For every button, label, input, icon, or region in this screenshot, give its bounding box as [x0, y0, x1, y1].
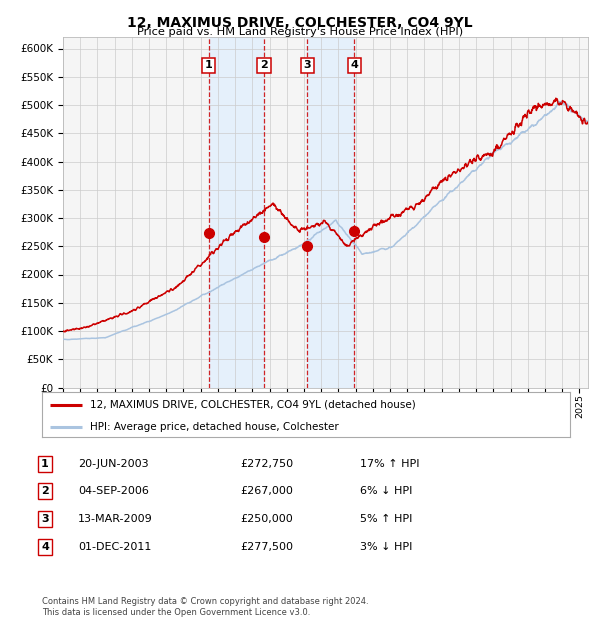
Text: 12, MAXIMUS DRIVE, COLCHESTER, CO4 9YL (detached house): 12, MAXIMUS DRIVE, COLCHESTER, CO4 9YL (…: [89, 399, 415, 410]
Text: £250,000: £250,000: [240, 514, 293, 524]
Text: Price paid vs. HM Land Registry's House Price Index (HPI): Price paid vs. HM Land Registry's House …: [137, 27, 463, 37]
Text: 3: 3: [304, 61, 311, 71]
Text: 04-SEP-2006: 04-SEP-2006: [78, 486, 149, 496]
Text: 2: 2: [260, 61, 268, 71]
Text: 4: 4: [350, 61, 358, 71]
Text: 1: 1: [205, 61, 212, 71]
Text: 6% ↓ HPI: 6% ↓ HPI: [360, 486, 412, 496]
Text: 1: 1: [41, 459, 49, 469]
Text: 2: 2: [41, 486, 49, 496]
Text: 17% ↑ HPI: 17% ↑ HPI: [360, 459, 419, 469]
Text: £267,000: £267,000: [240, 486, 293, 496]
Text: Contains HM Land Registry data © Crown copyright and database right 2024.
This d: Contains HM Land Registry data © Crown c…: [42, 598, 368, 617]
Text: HPI: Average price, detached house, Colchester: HPI: Average price, detached house, Colc…: [89, 422, 338, 432]
Text: 3% ↓ HPI: 3% ↓ HPI: [360, 542, 412, 552]
Text: 13-MAR-2009: 13-MAR-2009: [78, 514, 153, 524]
Text: 20-JUN-2003: 20-JUN-2003: [78, 459, 149, 469]
Text: 4: 4: [41, 542, 49, 552]
Bar: [307, 37, 354, 387]
Text: 01-DEC-2011: 01-DEC-2011: [78, 542, 151, 552]
Text: 3: 3: [41, 514, 49, 524]
Bar: [209, 37, 264, 387]
Text: £272,750: £272,750: [240, 459, 293, 469]
Text: £277,500: £277,500: [240, 542, 293, 552]
Text: 5% ↑ HPI: 5% ↑ HPI: [360, 514, 412, 524]
Text: 12, MAXIMUS DRIVE, COLCHESTER, CO4 9YL: 12, MAXIMUS DRIVE, COLCHESTER, CO4 9YL: [127, 16, 473, 30]
